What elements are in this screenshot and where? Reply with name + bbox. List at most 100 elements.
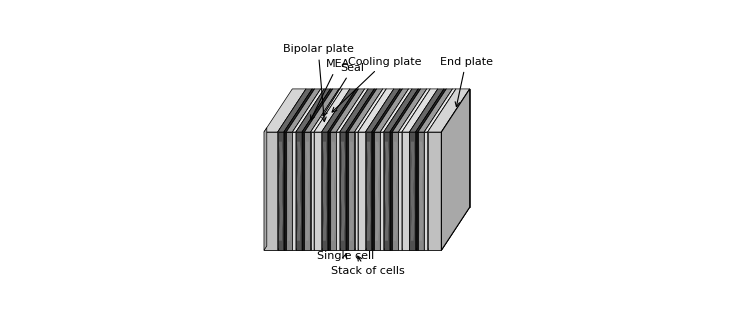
Polygon shape bbox=[441, 89, 469, 250]
Polygon shape bbox=[428, 89, 469, 132]
Polygon shape bbox=[278, 89, 312, 132]
Polygon shape bbox=[402, 89, 438, 132]
Polygon shape bbox=[428, 132, 441, 250]
Polygon shape bbox=[284, 89, 312, 250]
Polygon shape bbox=[372, 89, 402, 132]
Polygon shape bbox=[330, 89, 364, 132]
Polygon shape bbox=[292, 89, 469, 207]
Polygon shape bbox=[321, 89, 350, 250]
Polygon shape bbox=[428, 89, 456, 250]
Polygon shape bbox=[340, 89, 374, 132]
Polygon shape bbox=[402, 132, 410, 250]
Polygon shape bbox=[311, 89, 339, 250]
Polygon shape bbox=[292, 89, 321, 250]
Polygon shape bbox=[381, 132, 383, 250]
Polygon shape bbox=[314, 89, 343, 250]
Polygon shape bbox=[330, 132, 336, 250]
Polygon shape bbox=[296, 89, 324, 250]
Polygon shape bbox=[358, 132, 365, 250]
Polygon shape bbox=[354, 89, 386, 132]
Polygon shape bbox=[302, 132, 305, 250]
Polygon shape bbox=[292, 132, 296, 250]
Polygon shape bbox=[374, 132, 381, 250]
Polygon shape bbox=[390, 89, 421, 132]
Polygon shape bbox=[358, 89, 386, 250]
Polygon shape bbox=[311, 89, 343, 132]
Polygon shape bbox=[383, 89, 418, 132]
Polygon shape bbox=[383, 89, 412, 250]
Polygon shape bbox=[402, 89, 430, 250]
Polygon shape bbox=[392, 89, 426, 132]
Polygon shape bbox=[372, 89, 400, 250]
Polygon shape bbox=[305, 89, 339, 132]
Polygon shape bbox=[296, 132, 302, 250]
Polygon shape bbox=[418, 132, 424, 250]
Polygon shape bbox=[328, 89, 356, 250]
Polygon shape bbox=[365, 89, 400, 132]
Polygon shape bbox=[381, 89, 412, 132]
Polygon shape bbox=[314, 132, 321, 250]
Polygon shape bbox=[410, 132, 416, 250]
Polygon shape bbox=[416, 132, 418, 250]
Polygon shape bbox=[348, 132, 354, 250]
Polygon shape bbox=[424, 132, 428, 250]
Polygon shape bbox=[292, 89, 324, 132]
Polygon shape bbox=[278, 89, 306, 250]
Polygon shape bbox=[354, 132, 358, 250]
Polygon shape bbox=[390, 89, 418, 250]
Polygon shape bbox=[305, 132, 311, 250]
Polygon shape bbox=[314, 89, 350, 132]
Text: Cooling plate: Cooling plate bbox=[332, 57, 421, 112]
Polygon shape bbox=[365, 132, 372, 250]
Polygon shape bbox=[392, 89, 421, 250]
Polygon shape bbox=[348, 89, 383, 132]
Polygon shape bbox=[340, 89, 368, 250]
Polygon shape bbox=[264, 128, 267, 250]
Polygon shape bbox=[336, 89, 368, 132]
Polygon shape bbox=[284, 89, 315, 132]
Polygon shape bbox=[305, 89, 333, 250]
Polygon shape bbox=[399, 89, 430, 132]
Text: Bipolar plate: Bipolar plate bbox=[283, 44, 354, 122]
Polygon shape bbox=[321, 132, 328, 250]
Polygon shape bbox=[392, 132, 399, 250]
Polygon shape bbox=[372, 132, 374, 250]
Polygon shape bbox=[390, 132, 392, 250]
Polygon shape bbox=[383, 132, 390, 250]
Polygon shape bbox=[416, 89, 446, 132]
Polygon shape bbox=[410, 89, 444, 132]
Polygon shape bbox=[302, 89, 333, 132]
Polygon shape bbox=[416, 89, 444, 250]
Polygon shape bbox=[418, 89, 446, 250]
Polygon shape bbox=[286, 89, 321, 132]
Polygon shape bbox=[365, 89, 394, 250]
Polygon shape bbox=[321, 89, 356, 132]
Polygon shape bbox=[354, 89, 383, 250]
Polygon shape bbox=[381, 89, 409, 250]
Polygon shape bbox=[328, 89, 359, 132]
Polygon shape bbox=[441, 89, 469, 250]
Polygon shape bbox=[330, 89, 359, 250]
Text: Stack of cells: Stack of cells bbox=[330, 256, 405, 276]
Polygon shape bbox=[399, 132, 402, 250]
Polygon shape bbox=[418, 89, 453, 132]
Polygon shape bbox=[410, 89, 438, 250]
Polygon shape bbox=[346, 89, 377, 132]
Polygon shape bbox=[346, 89, 374, 250]
Polygon shape bbox=[286, 132, 292, 250]
Polygon shape bbox=[336, 89, 364, 250]
Polygon shape bbox=[348, 89, 377, 250]
Polygon shape bbox=[374, 89, 409, 132]
Polygon shape bbox=[286, 89, 315, 250]
Text: End plate: End plate bbox=[440, 57, 493, 107]
Polygon shape bbox=[424, 89, 456, 132]
Polygon shape bbox=[328, 132, 330, 250]
Polygon shape bbox=[374, 89, 402, 250]
Polygon shape bbox=[399, 89, 426, 250]
Polygon shape bbox=[302, 89, 330, 250]
Polygon shape bbox=[284, 132, 286, 250]
Text: Single cell: Single cell bbox=[316, 252, 374, 261]
Polygon shape bbox=[311, 132, 314, 250]
Polygon shape bbox=[264, 207, 469, 250]
Polygon shape bbox=[424, 89, 453, 250]
